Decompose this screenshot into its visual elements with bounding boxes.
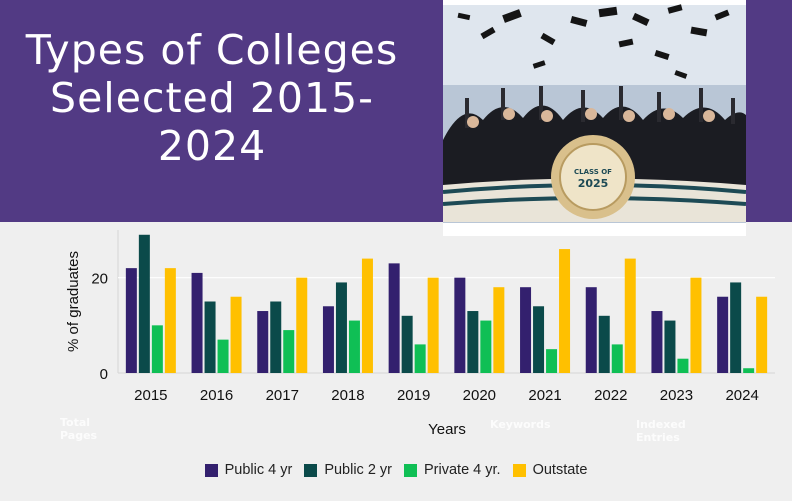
bar-private-4-yr-2019 [414, 344, 426, 373]
bar-public-2-yr-2018 [335, 282, 347, 373]
x-tick-label: 2016 [200, 387, 233, 404]
watermark-label: Total Pages [60, 416, 98, 442]
bar-private-4-yr-2021 [546, 349, 558, 373]
x-tick-label: 2024 [725, 387, 758, 404]
bar-outstate-2023 [690, 277, 702, 373]
legend-label: Public 4 yr [224, 462, 293, 478]
x-tick-label: 2022 [594, 387, 627, 404]
bar-outstate-2018 [361, 258, 373, 373]
x-tick-label: 2019 [397, 387, 430, 404]
bar-public-4-yr-2024 [717, 296, 729, 373]
bar-public-4-yr-2017 [257, 311, 269, 373]
x-tick-label: 2015 [134, 387, 167, 404]
bar-public-4-yr-2022 [585, 287, 597, 373]
bar-outstate-2019 [427, 277, 439, 373]
bar-outstate-2020 [493, 287, 505, 373]
bar-outstate-2022 [624, 258, 636, 373]
bar-outstate-2016 [230, 296, 242, 373]
bar-public-2-yr-2015 [138, 234, 150, 373]
title-line-1: Types of Colleges [25, 26, 399, 74]
bar-public-4-yr-2018 [322, 306, 334, 373]
bar-outstate-2015 [164, 268, 176, 373]
bar-public-2-yr-2024 [730, 282, 742, 373]
bar-private-4-yr-2015 [151, 325, 163, 373]
bar-private-4-yr-2024 [743, 368, 755, 373]
bar-public-2-yr-2023 [664, 320, 676, 373]
bar-private-4-yr-2018 [348, 320, 360, 373]
bar-outstate-2024 [756, 296, 768, 373]
legend-label: Outstate [532, 462, 588, 478]
seal-text-year: 2025 [578, 177, 609, 190]
watermark-label: Keywords [490, 418, 551, 431]
legend-swatch [304, 463, 318, 477]
bar-private-4-yr-2022 [611, 344, 623, 373]
legend-item: Private 4 yr. [404, 462, 501, 478]
page-title: Types of Colleges Selected 2015- 2024 [0, 26, 424, 170]
legend-label: Public 2 yr [324, 462, 393, 478]
bar-chart: % of graduates Years 0 20 2015 2016 2017 2018… [60, 230, 775, 444]
bar-public-4-yr-2020 [454, 277, 466, 373]
legend-item: Public 4 yr [204, 462, 293, 478]
bar-public-4-yr-2023 [651, 311, 663, 373]
chart-legend: Public 4 yr Public 2 yr Private 4 yr. Outst… [0, 462, 792, 481]
x-tick-label: 2021 [528, 387, 561, 404]
bar-outstate-2017 [296, 277, 308, 373]
bar-public-2-yr-2021 [533, 306, 545, 373]
legend-swatch [512, 463, 526, 477]
bar-public-4-yr-2015 [125, 268, 137, 373]
bar-outstate-2021 [559, 249, 571, 373]
bar-private-4-yr-2020 [480, 320, 492, 373]
bar-public-2-yr-2016 [204, 301, 216, 373]
legend-swatch [404, 463, 418, 477]
bar-public-2-yr-2017 [270, 301, 282, 373]
bar-public-2-yr-2020 [467, 311, 479, 373]
x-axis-label: Years [428, 421, 466, 438]
seal-text-class-of: CLASS OF [574, 168, 612, 176]
y-tick-label: 20 [91, 271, 108, 288]
bar-private-4-yr-2017 [283, 330, 295, 373]
bar-public-4-yr-2021 [520, 287, 532, 373]
bar-private-4-yr-2016 [217, 339, 229, 373]
y-tick-label: 0 [100, 366, 108, 383]
x-tick-label: 2017 [266, 387, 299, 404]
legend-label: Private 4 yr. [424, 462, 501, 478]
legend-item: Outstate [512, 462, 588, 478]
bar-public-2-yr-2022 [598, 315, 610, 373]
legend-swatch [204, 463, 218, 477]
bar-private-4-yr-2023 [677, 358, 689, 373]
x-tick-label: 2018 [331, 387, 364, 404]
title-line-2: Selected 2015- [50, 74, 374, 122]
y-axis-label: % of graduates [65, 251, 82, 352]
bar-public-4-yr-2016 [191, 272, 203, 373]
legend-item: Public 2 yr [304, 462, 392, 478]
bar-public-4-yr-2019 [388, 263, 400, 373]
watermark-label: Indexed Entries [636, 418, 686, 444]
title-line-3: 2024 [157, 122, 267, 170]
x-tick-label: 2023 [660, 387, 693, 404]
graduation-photo: CLASS OF 2025 [443, 0, 746, 236]
bar-public-2-yr-2019 [401, 315, 413, 373]
x-tick-label: 2020 [463, 387, 496, 404]
graduation-caps-photo: CLASS OF 2025 [443, 0, 746, 236]
